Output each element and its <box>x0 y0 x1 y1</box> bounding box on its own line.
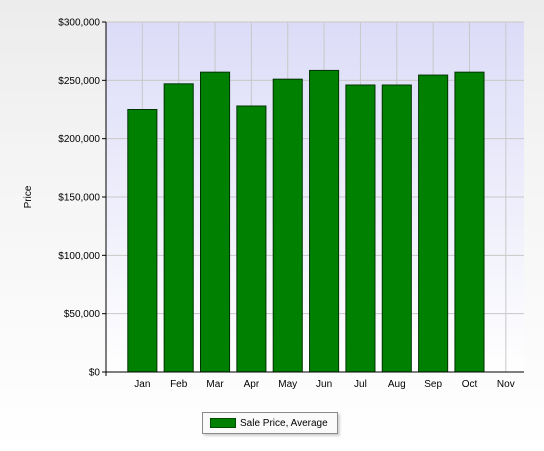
bar-feb <box>163 83 194 373</box>
axes <box>102 21 524 376</box>
bar-may <box>272 78 303 373</box>
y-tick-label: $50,000 <box>64 309 101 320</box>
x-tick-label: Jul <box>354 379 367 390</box>
bars <box>127 69 485 373</box>
legend-swatch <box>210 418 236 428</box>
x-tick-label: Oct <box>462 379 478 390</box>
y-tick-label: $300,000 <box>58 18 100 29</box>
bar-jan <box>127 109 158 373</box>
y-tick-label: $150,000 <box>58 193 100 204</box>
x-tick-label: Feb <box>170 379 188 390</box>
bar-jun <box>309 69 340 373</box>
bar-jul <box>345 84 376 373</box>
bar-oct <box>454 71 485 373</box>
x-tick-label: Apr <box>244 379 260 390</box>
bar-sep <box>418 74 449 373</box>
y-tick-label: $100,000 <box>58 251 100 262</box>
bar-aug <box>381 84 412 373</box>
legend-label: Sale Price, Average <box>240 417 328 429</box>
x-tick-label: Jan <box>134 379 150 390</box>
y-tick-label: $0 <box>89 368 101 379</box>
x-tick-label: Aug <box>388 379 406 390</box>
tick-labels: $0 $50,000 $100,000 $150,000 $200,000 $250,00… <box>58 18 514 391</box>
x-tick-label: Nov <box>497 379 515 390</box>
x-tick-label: Mar <box>206 379 224 390</box>
y-axis-title: Price <box>23 185 34 208</box>
bar-apr <box>236 105 267 373</box>
legend: Sale Price, Average <box>202 412 338 434</box>
y-tick-label: $200,000 <box>58 134 100 145</box>
x-tick-label: May <box>278 379 297 390</box>
bar-mar <box>200 71 231 373</box>
x-tick-label: Jun <box>316 379 332 390</box>
x-tick-label: Sep <box>424 379 442 390</box>
y-tick-label: $250,000 <box>58 76 100 87</box>
